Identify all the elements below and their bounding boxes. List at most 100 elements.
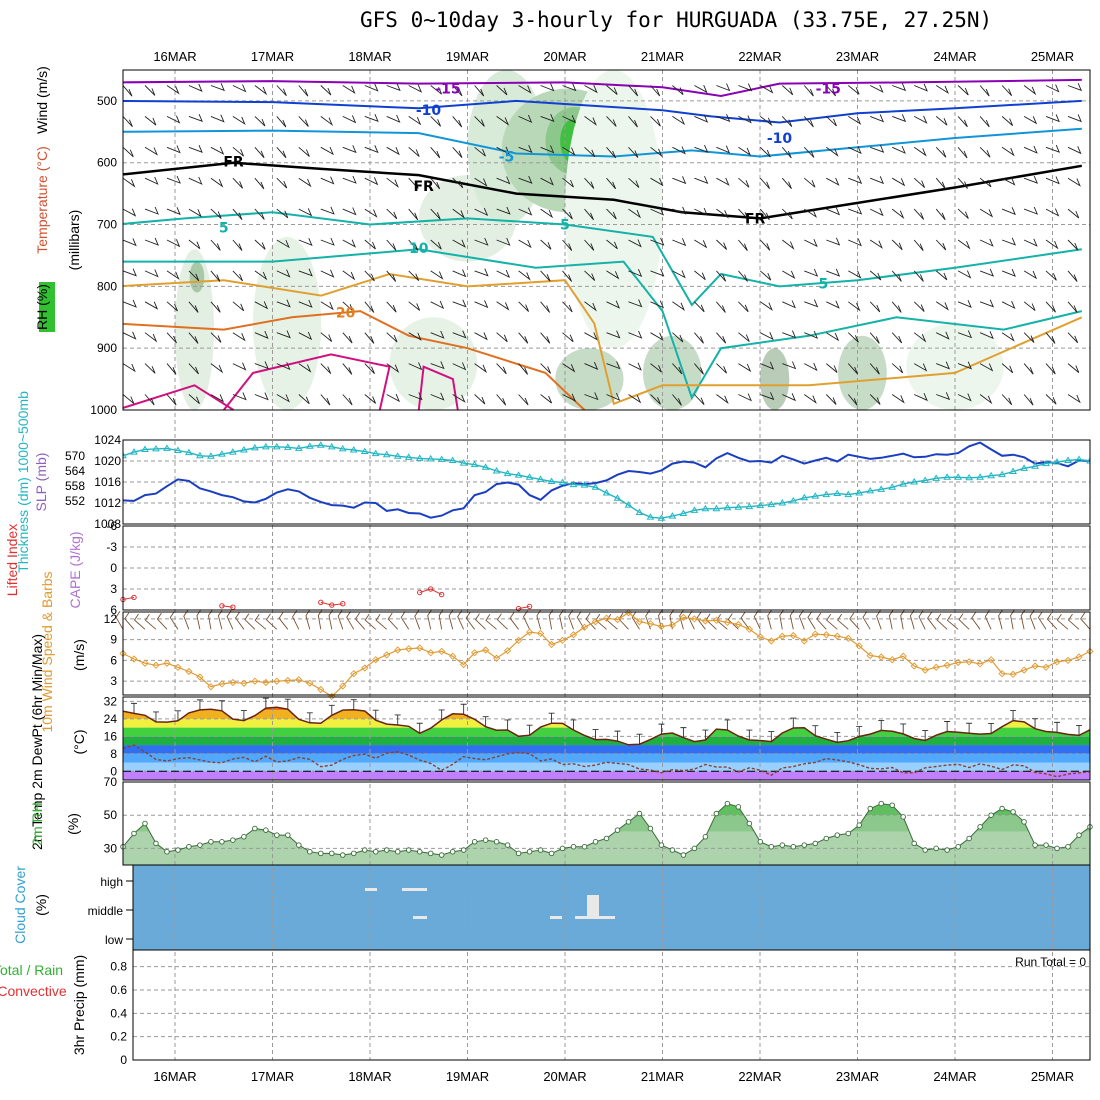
upper-wind-barb [386, 393, 401, 403]
wind-speed-point [492, 654, 501, 662]
slp-point [327, 442, 336, 450]
wind-speed-point [438, 647, 446, 656]
rh-point [856, 822, 862, 828]
surface-wind-barb [1067, 613, 1080, 630]
lifted-index-point [318, 599, 324, 605]
upper-wind-barb [540, 114, 555, 122]
upper-wind-barb [1045, 394, 1057, 405]
upper-wind-barb [474, 146, 486, 157]
upper-wind-barb [408, 270, 420, 282]
upper-wind-barb [342, 239, 357, 248]
slp-point [866, 486, 875, 494]
upper-wind-barb [935, 239, 947, 251]
surface-wind-barb [156, 612, 168, 630]
upper-wind-barb [1089, 270, 1090, 272]
upper-wind-barb [123, 116, 133, 128]
rh-blob [760, 348, 790, 410]
upper-wind-barb [474, 332, 488, 341]
slp-point [338, 444, 347, 452]
upper-wind-barb [386, 301, 397, 313]
rh-blob [389, 317, 478, 410]
upper-wind-barb [1001, 207, 1016, 216]
upper-wind-barb [1067, 146, 1082, 155]
upper-wind-barb [496, 301, 510, 311]
surface-wind-barb [798, 609, 805, 630]
upper-wind-barb [188, 145, 203, 153]
upper-wind-barb [760, 332, 774, 341]
upper-wind-barb [232, 208, 243, 220]
chart-title: GFS 0~10day 3-hourly for HURGUADA (33.75… [360, 8, 993, 32]
upper-wind-barb [891, 301, 902, 313]
slp-point [525, 473, 534, 480]
upper-wind-barb [298, 85, 309, 97]
surface-wind-barb [448, 609, 454, 630]
slp-point [349, 446, 358, 453]
rh-point [219, 839, 225, 845]
run-total-label: Run Total = 0 [1015, 955, 1086, 969]
upper-wind-barb [738, 83, 753, 92]
upper-wind-barb [804, 268, 819, 277]
upper-wind-barb [540, 301, 551, 313]
surface-wind-barb [958, 613, 970, 630]
upper-wind-barb [694, 363, 704, 375]
surface-wind-barb [354, 612, 366, 630]
upper-wind-barb [913, 115, 928, 124]
upper-wind-barb [606, 85, 618, 95]
upper-wind-barb [188, 176, 203, 185]
upper-wind-barb [430, 392, 445, 401]
upper-wind-barb [716, 145, 731, 154]
precip-tick: 0.2 [110, 1030, 127, 1044]
upper-wind-barb [584, 239, 595, 251]
slp-point [547, 477, 556, 484]
upper-wind-barb [298, 238, 313, 247]
upper-wind-barb [123, 146, 134, 158]
upper-wind-barb [650, 268, 665, 277]
upper-wind-barb [232, 116, 246, 126]
slp-point [283, 443, 292, 450]
upper-wind-barb [144, 85, 156, 96]
temperature-tick: 32 [104, 694, 118, 708]
upper-wind-barb [430, 239, 442, 250]
upper-wind-barb [254, 361, 269, 370]
surface-wind-barb [862, 611, 871, 630]
slp-point [1064, 456, 1072, 463]
upper-wind-barb [584, 146, 596, 158]
upper-wind-barb [1001, 146, 1015, 157]
upper-wind-barb [672, 363, 683, 375]
slp-point [888, 483, 897, 490]
upper-wind-barb [474, 207, 489, 217]
wind-speed-point [174, 663, 182, 671]
rh-point [658, 842, 665, 848]
wind-speed-point [207, 683, 215, 691]
upper-wind-barb [650, 300, 665, 309]
slp-tick: 1008 [94, 517, 121, 531]
upper-wind-barb [144, 332, 158, 343]
upper-wind-barb [210, 332, 222, 343]
temperature-range-bar [636, 733, 643, 745]
upper-wind-barb [848, 270, 862, 279]
cloud-unit-label: (%) [33, 894, 49, 916]
upper-wind-barb [320, 363, 332, 374]
surface-wind-barb [292, 610, 300, 630]
temperature-range-bar [878, 719, 885, 731]
surface-wind-barb [1037, 611, 1047, 630]
wind-speed-point [1042, 663, 1050, 671]
upper-wind-barb [298, 331, 313, 341]
upper-wind-barb [891, 394, 905, 404]
precip-tick: 0.6 [110, 983, 127, 997]
pressure-tick: 700 [97, 218, 117, 232]
upper-wind-barb [166, 207, 181, 216]
cloud-block [575, 916, 615, 919]
upper-wind-barb [496, 206, 511, 215]
upper-wind-barb [562, 83, 577, 92]
slp-point [152, 444, 160, 452]
rh-point [460, 847, 467, 853]
upper-wind-barb [562, 177, 574, 188]
wind-speed-point [943, 661, 951, 669]
slp-point [393, 452, 402, 459]
slp-point [437, 455, 446, 462]
rh-point [274, 832, 280, 838]
temperature-range-bar [130, 702, 137, 714]
upper-wind-barb [738, 239, 748, 251]
upper-wind-barb [672, 146, 686, 155]
